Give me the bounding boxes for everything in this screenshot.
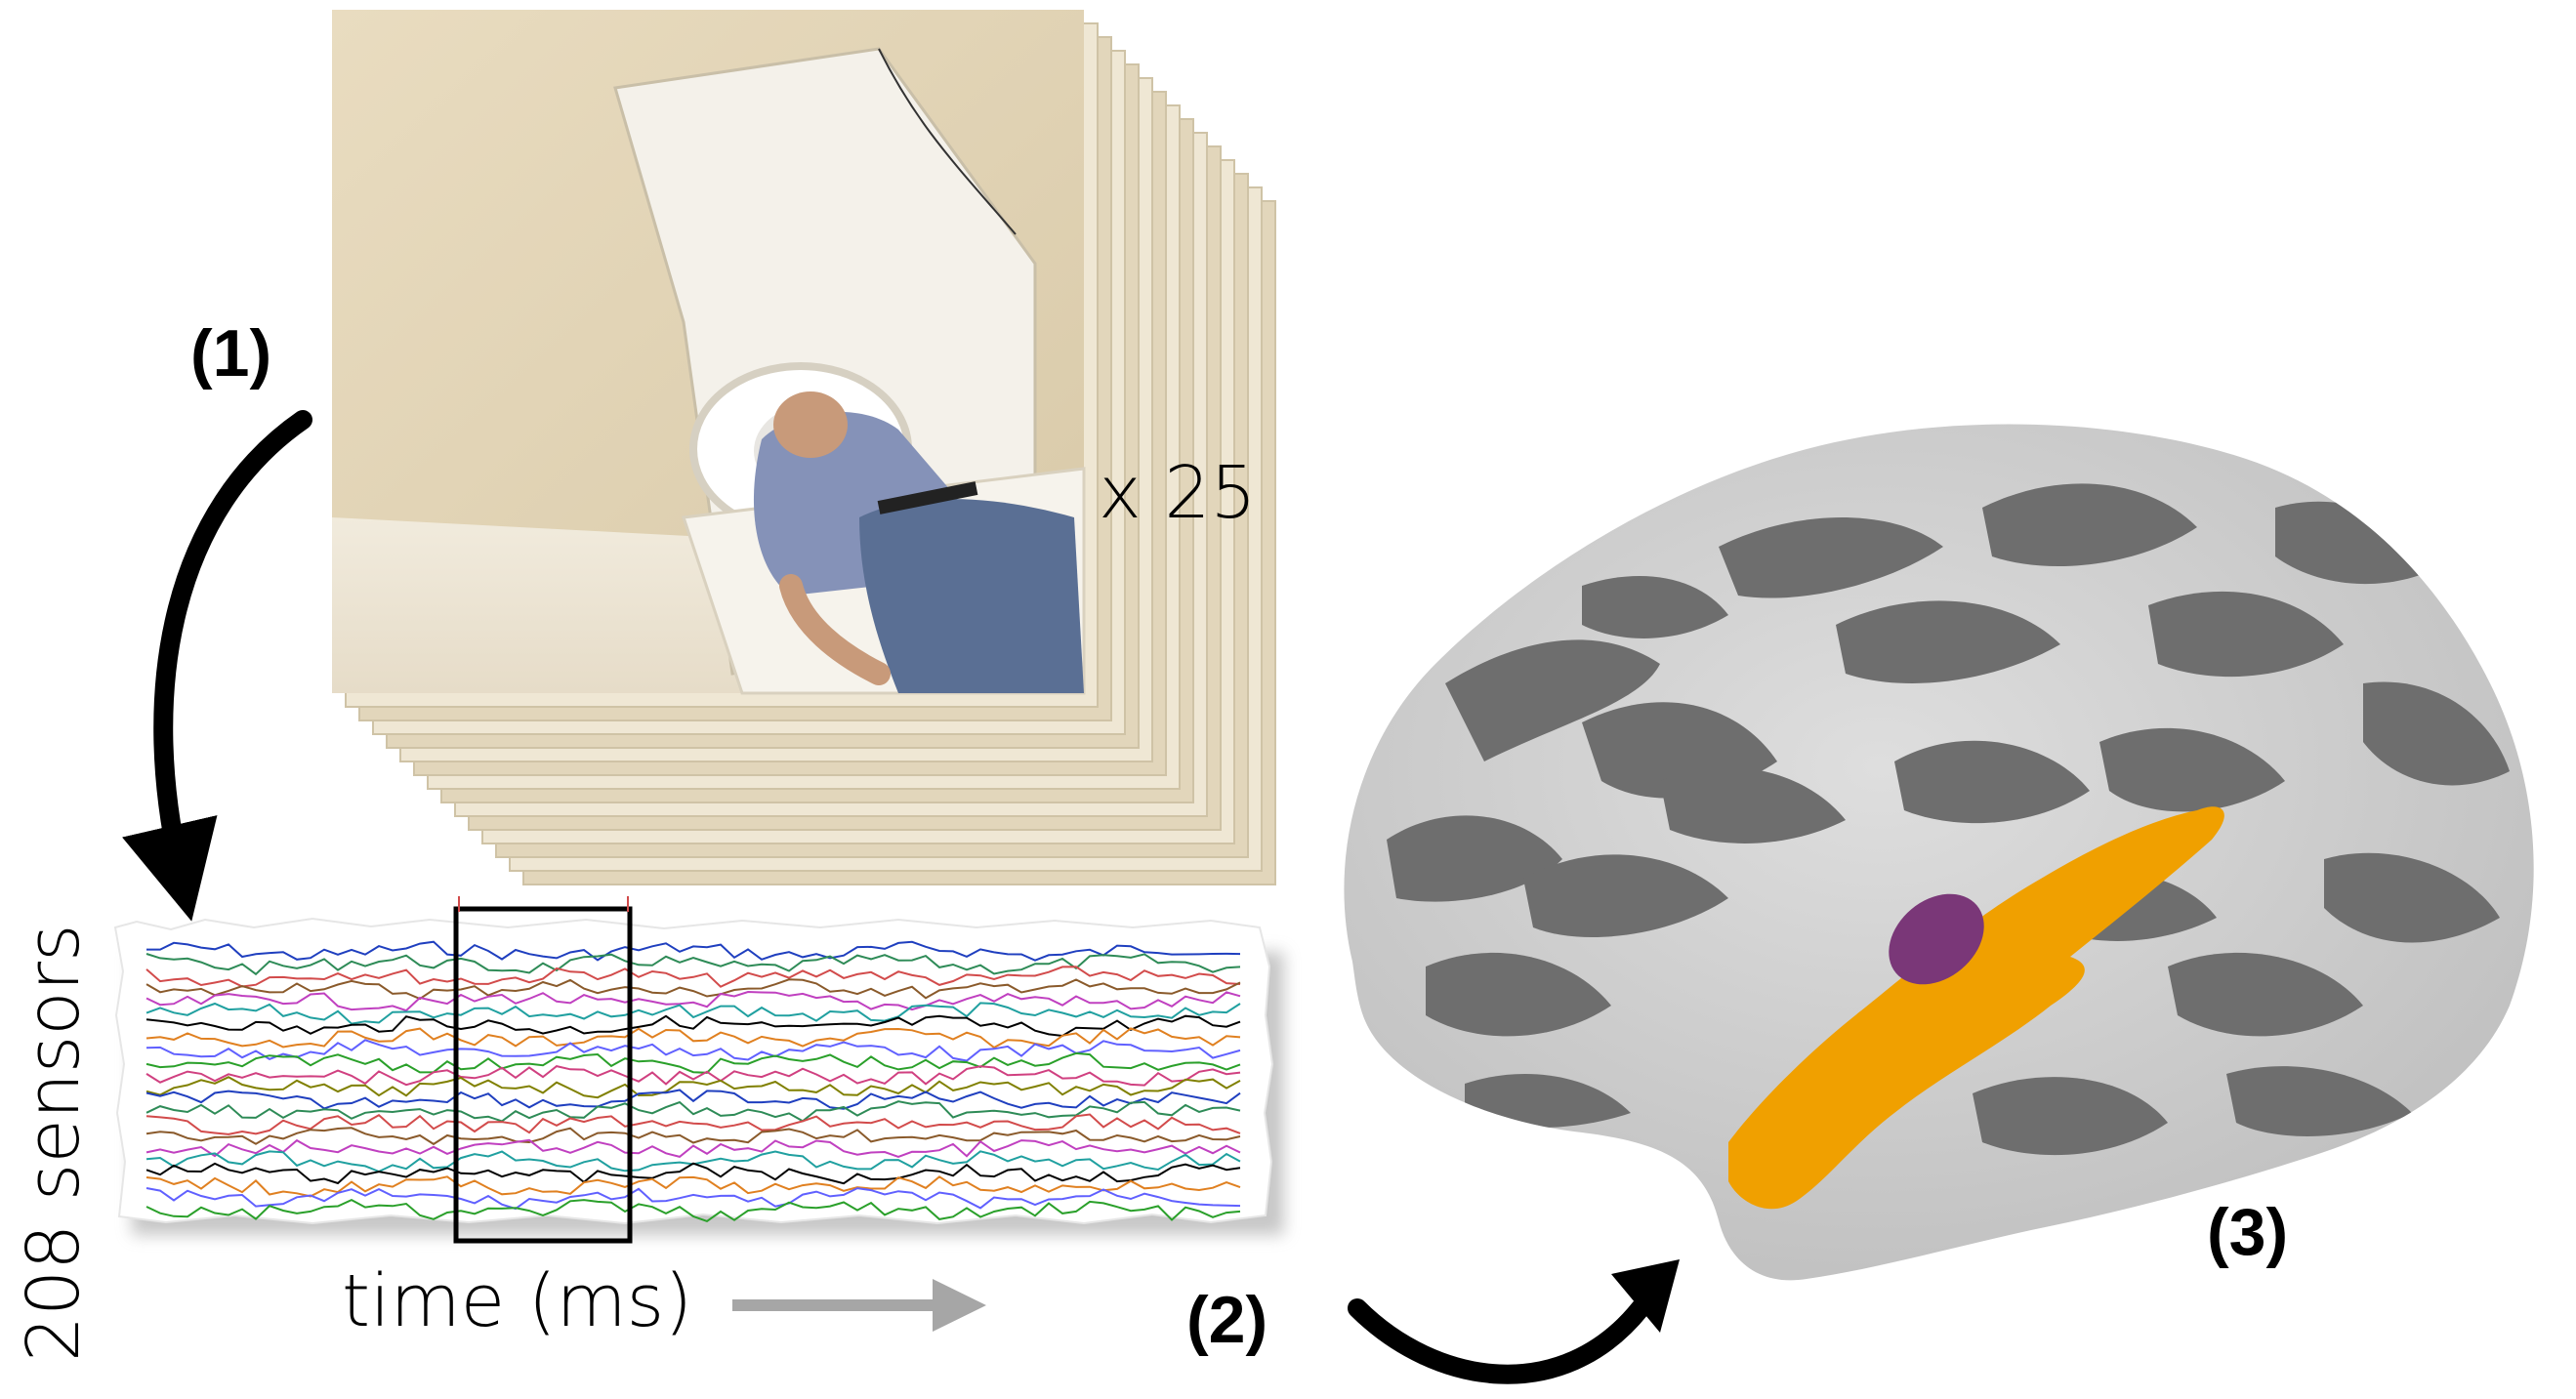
inflated-cortex-icon [1344, 424, 2534, 1281]
meg-trace [145, 966, 1241, 988]
time-axis-label: time (ms) [342, 1259, 692, 1343]
meg-trace [145, 1138, 1241, 1158]
multiplier-label: x 25 [1099, 451, 1256, 535]
meg-trace [145, 1127, 1241, 1146]
meg-trace [145, 1027, 1241, 1049]
step-1-label: (1) [190, 316, 271, 391]
meg-scanner-photo-icon [332, 10, 1086, 695]
region-purple [1889, 893, 1984, 985]
time-window-box [453, 906, 633, 1244]
meg-scanner-photo-stack [332, 10, 1276, 885]
meg-trace [145, 1065, 1241, 1087]
meg-trace [145, 1076, 1241, 1099]
meg-trace [145, 1187, 1241, 1211]
meg-trace [145, 1100, 1241, 1123]
meg-trace [145, 978, 1241, 1001]
curved-arrow-icon [122, 410, 312, 922]
meg-trace [145, 1089, 1241, 1110]
meg-trace [145, 1051, 1241, 1074]
meg-trace [145, 953, 1241, 976]
meg-trace [145, 1175, 1241, 1198]
torn-paper-edge [113, 917, 1274, 1225]
step-3-label: (3) [2207, 1195, 2288, 1269]
meg-trace [145, 1198, 1241, 1223]
region-orange [1728, 806, 2224, 1210]
step-2-label: (2) [1186, 1283, 1267, 1357]
meg-trace [145, 1162, 1241, 1185]
meg-traces-panel [113, 896, 1284, 1244]
meg-trace [145, 1113, 1241, 1135]
sensors-axis-label: 208 sensors [12, 924, 96, 1362]
meg-trace [145, 990, 1241, 1012]
meg-trace [145, 1002, 1241, 1025]
time-arrow-icon [732, 1279, 986, 1332]
curved-arrow-icon [1348, 1259, 1680, 1384]
meg-trace [145, 1014, 1241, 1038]
meg-trace [146, 940, 1241, 962]
meg-trace-lines [145, 940, 1241, 1223]
meg-trace [145, 1039, 1241, 1062]
